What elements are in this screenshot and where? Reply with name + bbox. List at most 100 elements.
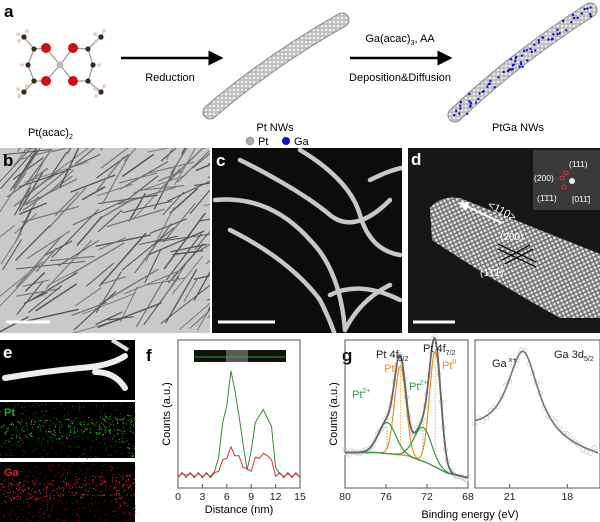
ga-signal (127, 475, 129, 477)
ga-signal (133, 494, 135, 496)
nanowire (100, 148, 104, 151)
fit-line (474, 350, 599, 454)
ga-atom (468, 92, 471, 96)
pt-signal (73, 428, 75, 430)
ga-signal (111, 504, 113, 506)
pt0-label-2: Pt0 (442, 359, 456, 372)
pt-signal (27, 429, 29, 431)
nanowire (165, 269, 198, 324)
pt-signal (15, 429, 17, 431)
ga-signal (134, 493, 136, 495)
pt-signal (98, 433, 100, 435)
ga-signal (36, 477, 38, 479)
ga-signal (32, 488, 34, 490)
pt-signal (34, 421, 36, 423)
pt-signal (102, 434, 104, 436)
pt-signal (35, 418, 37, 420)
ga-signal (51, 466, 53, 468)
pt-signal (130, 422, 132, 424)
x-tick-label: 15 (294, 491, 306, 503)
ga-signal (38, 477, 40, 479)
ga-signal (133, 514, 135, 516)
nanowire (170, 148, 188, 175)
data-point (472, 421, 478, 427)
ga-signal (39, 509, 41, 511)
pt-signal (99, 429, 101, 431)
pt-signal (4, 433, 6, 435)
nanowire (23, 161, 89, 183)
ga-signal (26, 498, 28, 500)
intermediate-label: Pt NWs (256, 122, 294, 134)
pt-signal (105, 404, 107, 406)
ga-signal (65, 503, 67, 505)
nanowire (196, 307, 210, 331)
nanowire (189, 309, 210, 329)
ga-signal (77, 467, 79, 469)
ga-signal (126, 483, 128, 485)
ga-signal (134, 511, 136, 513)
ga-signal (47, 469, 49, 471)
ga-signal (47, 483, 49, 485)
ga-atom (509, 68, 513, 71)
pt-signal (40, 444, 42, 446)
pt-signal (118, 438, 120, 440)
ga-signal (17, 483, 19, 485)
ga-signal (5, 495, 7, 497)
ga-signal (51, 463, 53, 465)
ga-signal (114, 487, 116, 489)
pt-signal (128, 452, 130, 454)
pt-signal (63, 414, 65, 416)
ga-signal (39, 483, 41, 485)
ga-signal (58, 472, 60, 474)
nanowire (55, 191, 79, 216)
nanowire (172, 250, 204, 256)
ga-signal (109, 472, 111, 474)
ga-signal (19, 470, 21, 472)
ga-signal (44, 495, 46, 497)
pt-signal (78, 423, 80, 425)
ga-atom (509, 58, 513, 61)
pt-signal (80, 422, 82, 424)
ga-signal (5, 501, 7, 503)
nanowire (131, 175, 159, 197)
nanowire (203, 148, 206, 150)
pt-signal (67, 425, 69, 427)
ga-signal (120, 498, 122, 500)
ga-signal (110, 469, 112, 471)
pt-signal (105, 450, 107, 452)
pt-signal (19, 437, 21, 439)
carbon-atom (85, 46, 91, 52)
ga-signal (27, 470, 29, 472)
pt-signal (111, 438, 113, 440)
pt-signal (108, 422, 110, 424)
pt-signal (19, 445, 21, 447)
ga-signal (39, 492, 41, 494)
ga-signal (3, 517, 5, 519)
ga-atom (530, 50, 533, 53)
ga-signal (1, 503, 3, 505)
ga-signal (14, 498, 16, 500)
pt-signal (29, 433, 31, 435)
nanowire (15, 260, 86, 270)
nanowire (97, 302, 162, 328)
ga-signal (129, 474, 131, 476)
pt-signal (26, 425, 28, 427)
ga-signal (116, 513, 118, 515)
pt-signal (111, 445, 113, 447)
nanowire (17, 149, 54, 161)
pt-signal (54, 425, 56, 427)
pt-signal (30, 436, 32, 438)
pt-signal (121, 419, 123, 421)
panel-label-f: f (146, 346, 152, 365)
ga-atom (468, 100, 471, 103)
pt-signal (0, 426, 2, 428)
ga-signal (51, 483, 53, 485)
pt-signal (61, 449, 63, 451)
ga-signal (134, 484, 136, 486)
ga-signal (86, 482, 88, 484)
ga-signal (51, 490, 53, 492)
ga-signal (72, 486, 74, 488)
panel-label-d: d (411, 150, 421, 169)
ga-signal (77, 515, 79, 517)
ga-atom (583, 7, 586, 11)
